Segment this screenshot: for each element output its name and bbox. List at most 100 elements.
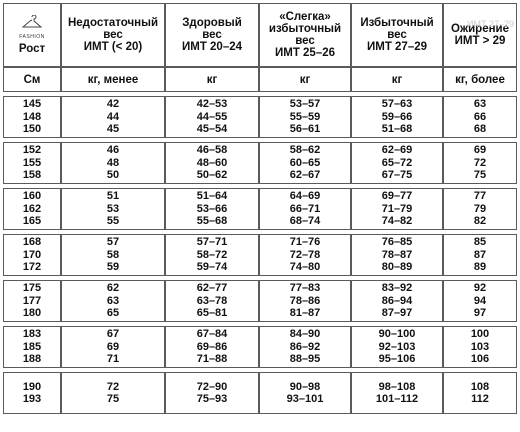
table-value: 62–67 bbox=[289, 169, 321, 182]
height-group-row: 145 148 150 42 44 45 42–53 44–55 45–54 53–57 55–59… bbox=[3, 96, 517, 138]
weight-cell: 62–77 63–78 65–81 bbox=[165, 280, 259, 322]
weight-cell: 90–100 92–103 95–106 bbox=[351, 326, 443, 368]
table-value: 64–69 bbox=[289, 190, 321, 203]
table-value: 42 bbox=[106, 98, 120, 111]
column-header-line: ИМТ 25–26 bbox=[274, 47, 336, 59]
table-value: 63 bbox=[106, 294, 120, 307]
table-value: 72–90 bbox=[196, 380, 228, 393]
table-value: 58–62 bbox=[289, 144, 321, 157]
table-value: 160 bbox=[22, 190, 42, 203]
table-value: 44 bbox=[106, 110, 120, 123]
column-header-line: Избыточный bbox=[360, 17, 434, 29]
table-value: 50–62 bbox=[196, 169, 228, 182]
weight-cell: 69 72 75 bbox=[443, 142, 517, 184]
table-value: 148 bbox=[22, 110, 42, 123]
table-value: 145 bbox=[22, 98, 42, 111]
height-cell: 175 177 180 bbox=[3, 280, 61, 322]
weight-cell: 108 112 bbox=[443, 372, 517, 414]
weight-cell: 67–84 69–86 71–88 bbox=[165, 326, 259, 368]
table-value: 51 bbox=[106, 190, 120, 203]
column-header-line: вес bbox=[387, 29, 407, 41]
weight-cell: 67 69 71 bbox=[61, 326, 165, 368]
column-header-line: ИМТ 27–29 bbox=[366, 41, 428, 53]
header-row: FASHION Рост Недостаточный вес ИМТ (< 20) Здо… bbox=[3, 3, 517, 67]
table-value: 92 bbox=[473, 282, 487, 295]
height-cell: 190 193 bbox=[3, 372, 61, 414]
table-value: 59–74 bbox=[196, 261, 228, 274]
weight-cell: 92 94 97 bbox=[443, 280, 517, 322]
weight-cell: 46 48 50 bbox=[61, 142, 165, 184]
height-group-row: 190 193 72 75 72–90 75–93 90–98 93–101 98–108 101… bbox=[3, 372, 517, 414]
column-header-3: «Слегка» избыточный вес ИМТ 25–26 bbox=[259, 3, 351, 67]
weight-cell: 53–57 55–59 56–61 bbox=[259, 96, 351, 138]
table-value: 68–74 bbox=[289, 215, 321, 228]
table-value: 67–84 bbox=[196, 328, 228, 341]
height-cell: 168 170 172 bbox=[3, 234, 61, 276]
unit-cell: кг, менее bbox=[61, 67, 165, 92]
weight-cell: 51 53 55 bbox=[61, 188, 165, 230]
table-value: 65 bbox=[106, 307, 120, 320]
weight-cell: 58–62 60–65 62–67 bbox=[259, 142, 351, 184]
weight-cell: 84–90 86–92 88–95 bbox=[259, 326, 351, 368]
table-value: 62 bbox=[106, 282, 120, 295]
column-header-line: ИМТ 27–29 bbox=[467, 19, 514, 29]
table-value: 193 bbox=[22, 393, 42, 405]
table-value: 86–94 bbox=[381, 294, 413, 307]
table-value: 88–95 bbox=[289, 353, 321, 366]
column-header-4: Избыточный вес ИМТ 27–29 bbox=[351, 3, 443, 67]
weight-cell: 46–58 48–60 50–62 bbox=[165, 142, 259, 184]
bmi-weight-table: FASHION Рост Недостаточный вес ИМТ (< 20) Здо… bbox=[3, 3, 517, 414]
table-value: 51–64 bbox=[196, 190, 228, 203]
weight-cell: 77–83 78–86 81–87 bbox=[259, 280, 351, 322]
table-value: 59–66 bbox=[381, 110, 413, 123]
height-group-row: 168 170 172 57 58 59 57–71 58–72 59–74 71–76 72–78… bbox=[3, 234, 517, 276]
column-header-line: ИМТ (< 20) bbox=[83, 41, 143, 53]
height-group-row: 183 185 188 67 69 71 67–84 69–86 71–88 84–90 86–92… bbox=[3, 326, 517, 368]
table-value: 45–54 bbox=[196, 123, 228, 136]
weight-cell: 71–76 72–78 74–80 bbox=[259, 234, 351, 276]
bmi-weight-table-sheet: FASHION Рост Недостаточный вес ИМТ (< 20) Здо… bbox=[3, 3, 517, 429]
table-value: 63–78 bbox=[196, 294, 228, 307]
table-value: 72–78 bbox=[289, 248, 321, 261]
height-cell: 152 155 158 bbox=[3, 142, 61, 184]
table-value: 69–77 bbox=[381, 190, 413, 203]
table-value: 87–97 bbox=[381, 307, 413, 320]
column-header-line: вес bbox=[103, 29, 123, 41]
table-value: 60–65 bbox=[289, 156, 321, 169]
hanger-logo-icon bbox=[21, 15, 43, 28]
column-header-line: Рост bbox=[18, 43, 46, 55]
table-value: 59 bbox=[106, 261, 120, 274]
table-value: 69 bbox=[473, 144, 487, 157]
table-value: 180 bbox=[22, 307, 42, 320]
table-value: 74–80 bbox=[289, 261, 321, 274]
weight-cell: 57 58 59 bbox=[61, 234, 165, 276]
table-value: 83–92 bbox=[381, 282, 413, 295]
table-value: 190 bbox=[22, 380, 42, 393]
table-value: 71 bbox=[106, 353, 120, 366]
weight-cell: 57–63 59–66 51–68 bbox=[351, 96, 443, 138]
table-value: 69 bbox=[106, 340, 120, 353]
table-value: 58–72 bbox=[196, 248, 228, 261]
table-value: 68 bbox=[473, 123, 487, 136]
table-value: 112 bbox=[471, 393, 489, 405]
unit-cell: кг bbox=[259, 67, 351, 92]
column-header-line: Здоровый bbox=[182, 17, 242, 29]
table-value: 92–103 bbox=[378, 340, 416, 353]
weight-cell: 64–69 66–71 68–74 bbox=[259, 188, 351, 230]
brand-text: FASHION bbox=[19, 34, 45, 40]
table-value: 67 bbox=[106, 328, 120, 341]
height-cell: 160 162 165 bbox=[3, 188, 61, 230]
table-value: 177 bbox=[22, 294, 42, 307]
table-value: 77 bbox=[473, 190, 487, 203]
table-value: 97 bbox=[473, 307, 487, 320]
table-value: 53 bbox=[106, 202, 120, 215]
unit-cell: кг, более bbox=[443, 67, 517, 92]
table-value: 183 bbox=[22, 328, 42, 341]
column-header-line: Ожирение bbox=[451, 23, 509, 35]
table-value: 74–82 bbox=[381, 215, 413, 228]
table-value: 45 bbox=[106, 123, 120, 136]
table-value: 162 bbox=[22, 202, 42, 215]
table-value: 90–100 bbox=[378, 328, 416, 341]
table-value: 108 bbox=[470, 380, 490, 393]
table-value: 172 bbox=[22, 261, 42, 274]
